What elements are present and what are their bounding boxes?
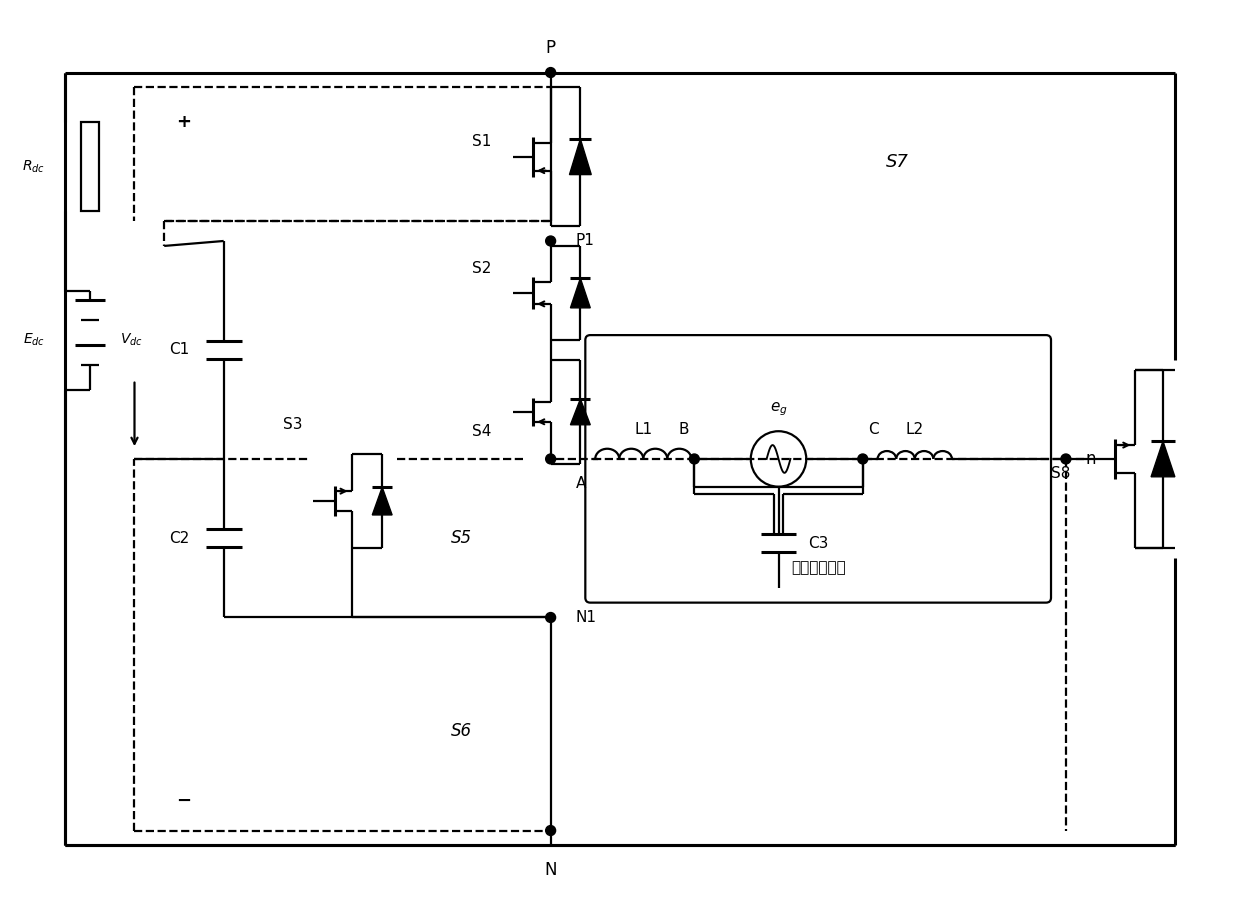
Circle shape: [546, 454, 556, 464]
Text: $e_g$: $e_g$: [770, 401, 787, 418]
Text: −: −: [176, 792, 192, 810]
Text: S3: S3: [283, 417, 303, 432]
Polygon shape: [569, 139, 591, 175]
Text: B: B: [678, 422, 689, 436]
Circle shape: [546, 825, 556, 835]
Circle shape: [546, 236, 556, 246]
Text: $V_{dc}$: $V_{dc}$: [119, 332, 143, 348]
Circle shape: [546, 613, 556, 623]
Text: S7: S7: [887, 153, 909, 171]
Text: P1: P1: [575, 234, 594, 248]
Text: N1: N1: [575, 610, 596, 625]
Text: N: N: [544, 861, 557, 879]
Text: 滤波器和电网: 滤波器和电网: [791, 561, 846, 575]
Text: $R_{dc}$: $R_{dc}$: [22, 158, 46, 175]
Text: +: +: [176, 113, 191, 131]
Circle shape: [1061, 454, 1071, 464]
Bar: [81, 122, 99, 211]
Text: S6: S6: [451, 723, 472, 741]
Text: C2: C2: [169, 531, 188, 545]
Polygon shape: [570, 278, 590, 308]
Text: $E_{dc}$: $E_{dc}$: [24, 332, 46, 348]
Text: A: A: [575, 476, 585, 491]
Text: P: P: [546, 39, 556, 56]
Text: S5: S5: [451, 529, 472, 547]
Circle shape: [689, 454, 699, 464]
Text: C: C: [868, 422, 878, 436]
Polygon shape: [570, 399, 590, 425]
Text: S1: S1: [471, 135, 491, 149]
Circle shape: [858, 454, 868, 464]
Text: L1: L1: [634, 422, 652, 436]
Text: S8: S8: [1052, 466, 1070, 482]
Text: C3: C3: [808, 535, 828, 551]
Text: S2: S2: [471, 261, 491, 275]
Text: S4: S4: [471, 425, 491, 439]
Circle shape: [546, 67, 556, 77]
Text: C1: C1: [169, 343, 188, 357]
Text: n: n: [1086, 450, 1096, 468]
Text: L2: L2: [905, 422, 924, 436]
Polygon shape: [372, 487, 392, 514]
Polygon shape: [1151, 441, 1174, 477]
